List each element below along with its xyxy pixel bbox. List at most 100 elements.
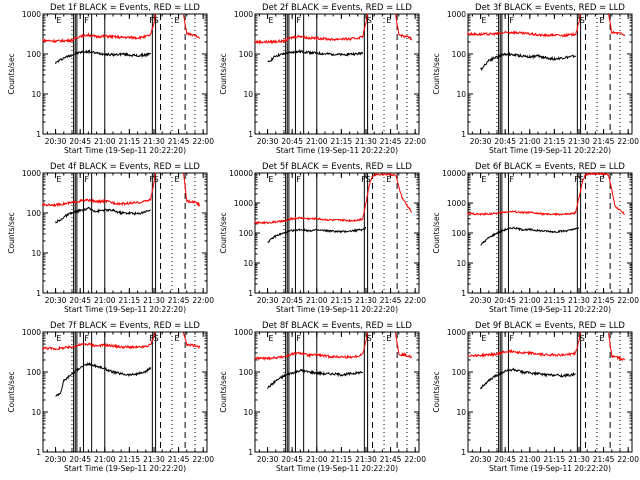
detector-panel-5f: Det 5f BLACK = Events, RED = LLD 1 10 100 10… — [219, 162, 426, 314]
detector-panel-8f: Det 8f BLACK = Events, RED = LLD 1 10 100 10… — [219, 321, 426, 473]
attenuator-flag: E — [481, 16, 486, 25]
y-axis-title: Counts/sec — [432, 212, 441, 253]
plot-frame — [467, 331, 633, 453]
x-tick-label: 22:00 — [404, 137, 426, 146]
attenuator-flag: E — [481, 175, 486, 184]
lld-series-line — [42, 13, 157, 44]
x-tick-label: 20:30 — [470, 455, 492, 464]
attenuator-flag: FS — [361, 175, 371, 184]
x-tick-label: 20:30 — [470, 296, 492, 305]
x-tick-label: 21:30 — [568, 137, 590, 146]
y-tick-label: 1 — [36, 289, 41, 298]
attenuator-flag: F — [509, 334, 514, 343]
y-tick-label: 1000 — [447, 10, 466, 19]
x-axis-title: Start Time (19-Sep-11 20:22:20) — [64, 464, 186, 473]
y-tick-label: 1 — [248, 448, 253, 457]
y-tick-label: 1 — [248, 130, 253, 139]
attenuator-flag: E — [481, 334, 486, 343]
plot-frame — [254, 13, 420, 135]
x-tick-label: 21:00 — [94, 137, 116, 146]
x-tick-label: 20:45 — [69, 137, 91, 146]
y-axis-title: Counts/sec — [219, 371, 228, 412]
detector-panel-2f: Det 2f BLACK = Events, RED = LLD 1 10 100 10… — [219, 3, 426, 155]
lld-series-line — [254, 172, 412, 225]
x-axis-title: Start Time (19-Sep-11 20:22:20) — [489, 146, 611, 155]
y-tick-label: 1000 — [22, 10, 41, 19]
y-tick-label: 1000 — [234, 199, 253, 208]
x-tick-label: 21:45 — [593, 455, 615, 464]
y-tick-label: 10 — [243, 90, 253, 99]
x-tick-label: 21:30 — [143, 137, 165, 146]
attenuator-flag: F — [296, 175, 301, 184]
attenuator-flag: FS — [574, 175, 584, 184]
x-tick-label: 20:45 — [494, 296, 516, 305]
events-series-line — [267, 368, 364, 390]
x-tick-label: 21:15 — [544, 455, 566, 464]
attenuator-flag: S — [367, 334, 372, 343]
x-tick-label: 22:00 — [192, 296, 214, 305]
x-tick-label: 21:30 — [568, 296, 590, 305]
detector-panel-9f: Det 9f BLACK = Events, RED = LLD 1 10 100 10… — [432, 321, 639, 473]
x-tick-label: 21:00 — [306, 137, 328, 146]
lld-series-line — [395, 332, 413, 359]
lld-series-line — [183, 172, 201, 207]
x-tick-label: 21:45 — [380, 455, 402, 464]
panel-title: Det 8f BLACK = Events, RED = LLD — [262, 321, 412, 331]
x-tick-label: 21:00 — [519, 296, 541, 305]
lld-series-line — [254, 13, 369, 46]
y-tick-label: 1000 — [447, 199, 466, 208]
attenuator-flag: E — [386, 334, 391, 343]
lld-series-line — [254, 331, 369, 361]
x-tick-label: 20:45 — [494, 137, 516, 146]
y-axis-title: Counts/sec — [7, 212, 16, 253]
x-tick-label: 20:45 — [494, 455, 516, 464]
y-axis-title: Counts/sec — [219, 212, 228, 253]
x-tick-label: 20:45 — [281, 296, 303, 305]
attenuator-flag: E — [268, 16, 273, 25]
detector-panel-7f: Det 7f BLACK = Events, RED = LLD 1 10 100 10… — [7, 321, 214, 473]
lld-series-line — [467, 171, 625, 217]
attenuator-flag: S — [367, 16, 372, 25]
y-axis-title: Counts/sec — [7, 53, 16, 94]
x-tick-label: 21:00 — [94, 296, 116, 305]
attenuator-flag: E — [386, 16, 391, 25]
attenuator-flag: E — [174, 16, 179, 25]
lld-series-line — [183, 332, 201, 350]
panel-title: Det 7f BLACK = Events, RED = LLD — [50, 321, 200, 331]
attenuator-flag: F — [296, 334, 301, 343]
attenuator-flag: E — [268, 334, 273, 343]
attenuator-flag: F — [296, 16, 301, 25]
x-tick-label: 21:30 — [355, 455, 377, 464]
events-series-line — [55, 48, 152, 65]
y-tick-label: 10 — [456, 90, 466, 99]
detector-panel-1f: Det 1f BLACK = Events, RED = LLD 1 10 100 10… — [7, 3, 214, 155]
y-tick-label: 1 — [461, 448, 466, 457]
x-tick-label: 21:15 — [119, 455, 141, 464]
x-tick-label: 21:15 — [544, 137, 566, 146]
y-tick-label: 100 — [27, 209, 42, 218]
y-axis-title: Counts/sec — [432, 53, 441, 94]
lld-series-line — [42, 172, 157, 208]
plot-frame — [254, 331, 420, 453]
attenuator-flag: E — [268, 175, 273, 184]
y-tick-label: 10000 — [229, 169, 253, 178]
y-tick-label: 1 — [248, 289, 253, 298]
x-tick-label: 21:30 — [355, 296, 377, 305]
y-tick-label: 10000 — [442, 169, 466, 178]
x-tick-label: 21:15 — [331, 296, 353, 305]
x-tick-label: 21:45 — [593, 137, 615, 146]
detector-panel-3f: Det 3f BLACK = Events, RED = LLD 1 10 100 10… — [432, 3, 639, 155]
x-axis-title: Start Time (19-Sep-11 20:22:20) — [276, 464, 398, 473]
panel-title: Det 1f BLACK = Events, RED = LLD — [50, 3, 200, 13]
y-tick-label: 100 — [452, 229, 467, 238]
lld-series-line — [42, 331, 157, 351]
plot-frame — [467, 13, 633, 135]
plot-frame — [42, 13, 208, 135]
attenuator-flag: S — [580, 334, 585, 343]
y-tick-label: 100 — [239, 50, 254, 59]
y-tick-label: 1000 — [234, 10, 253, 19]
events-series-line — [480, 51, 577, 72]
y-tick-label: 100 — [27, 368, 42, 377]
x-axis-title: Start Time (19-Sep-11 20:22:20) — [276, 146, 398, 155]
panel-title: Det 6f BLACK = Events, RED = LLD — [475, 162, 625, 172]
